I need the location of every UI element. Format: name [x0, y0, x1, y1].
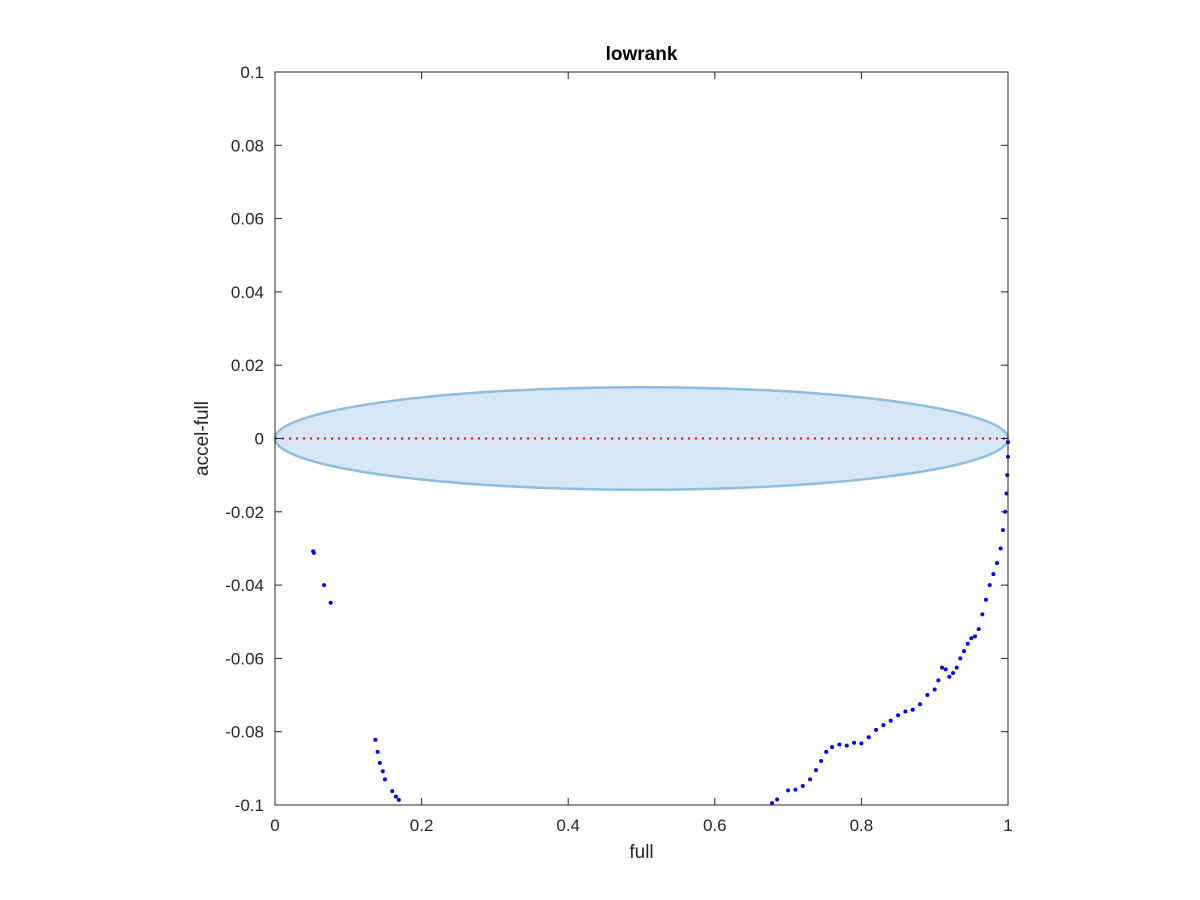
- scatter-point: [396, 797, 401, 802]
- scatter-point: [322, 583, 327, 588]
- axis-ticks-layer: 0 0.2 0.4 0.6 0.8 1 0.1 0.08 0.06 0.04 0.02 0 -0.02 -…: [225, 63, 1012, 835]
- scatter-point: [969, 636, 974, 641]
- scatter-point: [328, 600, 333, 605]
- scatter-point: [786, 788, 791, 793]
- y-tick-label: -0.1: [235, 796, 264, 815]
- scatter-point: [951, 671, 956, 676]
- scatter-point: [973, 634, 978, 639]
- x-axis-label: full: [629, 842, 653, 863]
- scatter-point: [793, 787, 798, 792]
- y-tick-label: -0.04: [225, 576, 264, 595]
- scatter-point: [866, 735, 871, 740]
- scatter-point: [390, 789, 395, 794]
- scatter-point: [844, 743, 849, 748]
- scatter-point: [918, 702, 923, 707]
- scatter-point: [382, 777, 387, 782]
- scatter-point: [962, 649, 967, 654]
- chart-title: lowrank: [606, 44, 678, 65]
- x-tick-label: 0.2: [410, 816, 434, 835]
- scatter-point: [852, 740, 857, 745]
- scatter-point: [1005, 473, 1010, 478]
- x-tick-label: 0.6: [703, 816, 727, 835]
- y-tick-label: 0.04: [231, 283, 264, 302]
- scatter-point: [375, 749, 380, 754]
- scatter-point: [837, 742, 842, 747]
- scatter-point: [380, 769, 385, 774]
- scatter-point: [936, 678, 941, 683]
- scatter-point: [311, 550, 316, 555]
- scatter-point: [910, 707, 915, 712]
- scatter-point: [896, 713, 901, 718]
- scatter-point: [940, 665, 945, 670]
- scatter-point: [991, 572, 996, 577]
- y-tick-label: 0.06: [231, 210, 264, 229]
- scatter-point: [943, 667, 948, 672]
- x-tick-label: 0: [270, 816, 279, 835]
- scatter-point: [819, 759, 824, 764]
- y-axis-label: accel-full: [192, 401, 213, 476]
- scatter-point: [932, 687, 937, 692]
- y-tick-label: 0.08: [231, 136, 264, 155]
- y-tick-label: -0.08: [225, 723, 264, 742]
- y-tick-label: 0.1: [240, 63, 264, 82]
- scatter-point: [903, 709, 908, 714]
- x-tick-label: 0.8: [850, 816, 874, 835]
- scatter-point: [874, 727, 879, 732]
- y-tick-label: 0: [255, 430, 264, 449]
- y-tick-label: -0.06: [225, 649, 264, 668]
- x-tick-label: 1: [1003, 816, 1012, 835]
- scatter-point: [958, 656, 963, 661]
- scatter-point: [800, 783, 805, 788]
- scatter-point: [965, 641, 970, 646]
- scatter-point: [813, 768, 818, 773]
- scatter-point: [830, 745, 835, 750]
- scatter-point: [373, 737, 378, 742]
- scatter-point: [954, 665, 959, 670]
- x-tick-label: 0.4: [556, 816, 580, 835]
- scatter-point: [976, 627, 981, 632]
- y-tick-label: -0.02: [225, 503, 264, 522]
- y-tick-label: 0.02: [231, 356, 264, 375]
- scatter-point: [980, 612, 985, 617]
- scatter-point: [1000, 528, 1005, 533]
- scatter-point: [824, 749, 829, 754]
- scatter-point: [947, 674, 952, 679]
- scatter-point: [769, 801, 774, 806]
- scatter-point: [984, 597, 989, 602]
- scatter-points-layer: [311, 440, 1010, 806]
- scatter-point: [987, 583, 992, 588]
- scatter-point: [859, 741, 864, 746]
- scatter-point: [998, 546, 1003, 551]
- scatter-point: [925, 693, 930, 698]
- scatter-point: [393, 794, 398, 799]
- scatter-point: [808, 777, 813, 782]
- scatter-point: [888, 718, 893, 723]
- scatter-point: [377, 760, 382, 765]
- scatter-point: [881, 723, 886, 728]
- scatter-point: [775, 797, 780, 802]
- scatter-point: [995, 561, 1000, 566]
